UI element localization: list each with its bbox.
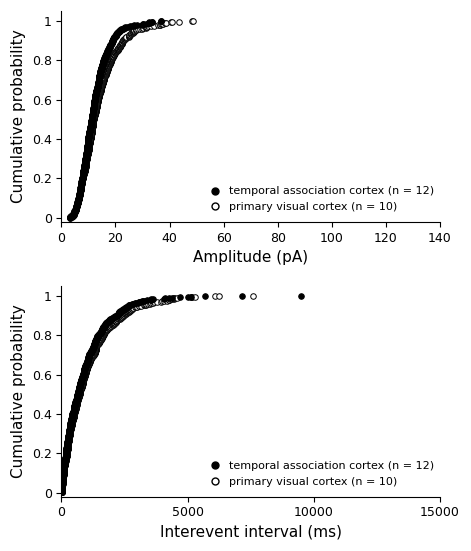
Y-axis label: Cumulative probability: Cumulative probability	[11, 30, 26, 203]
X-axis label: Interevent interval (ms): Interevent interval (ms)	[160, 525, 341, 540]
Legend: temporal association cortex (n = 12), primary visual cortex (n = 10): temporal association cortex (n = 12), pr…	[204, 461, 434, 487]
X-axis label: Amplitude (pA): Amplitude (pA)	[193, 250, 308, 265]
Y-axis label: Cumulative probability: Cumulative probability	[11, 304, 26, 478]
Legend: temporal association cortex (n = 12), primary visual cortex (n = 10): temporal association cortex (n = 12), pr…	[204, 186, 434, 212]
